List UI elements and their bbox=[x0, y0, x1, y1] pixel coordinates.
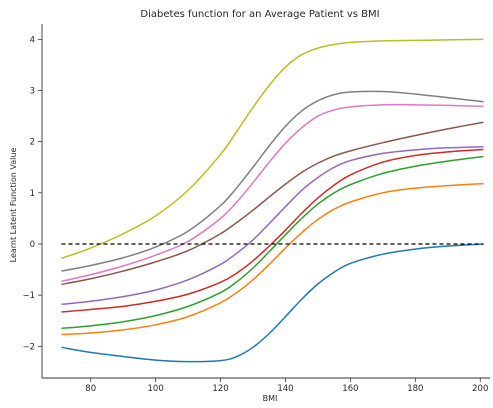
x-axis-label: BMI bbox=[263, 394, 278, 403]
x-tick-label: 100 bbox=[148, 384, 164, 394]
series-line-2 bbox=[61, 182, 484, 336]
chart-title: Diabetes function for an Average Patient… bbox=[140, 9, 379, 20]
y-tick-label: −1 bbox=[22, 291, 35, 301]
series-line-4 bbox=[61, 148, 484, 313]
x-tick-label: 80 bbox=[85, 384, 96, 394]
y-tick-label: −2 bbox=[22, 342, 35, 352]
y-tick-label: 0 bbox=[30, 240, 35, 250]
series-line-5 bbox=[61, 146, 484, 306]
series-line-9 bbox=[61, 38, 484, 259]
y-tick-label: 1 bbox=[30, 189, 35, 199]
y-tick-label: 2 bbox=[30, 138, 35, 148]
x-tick-label: 160 bbox=[342, 384, 358, 394]
x-tick-label: 180 bbox=[407, 384, 423, 394]
y-tick-label: 4 bbox=[30, 35, 35, 45]
x-tick-label: 140 bbox=[277, 384, 293, 394]
y-tick-label: 3 bbox=[30, 87, 35, 97]
axes: 80 100 120 140 160 180 200 −2 −1 0 1 2 3 4 bbox=[22, 24, 490, 394]
series-line-3 bbox=[61, 155, 484, 330]
series-line-7 bbox=[61, 103, 484, 283]
y-axis-label: Learnt Latent Function Value bbox=[9, 148, 18, 263]
series-line-1 bbox=[61, 243, 484, 363]
series-line-8 bbox=[61, 90, 484, 272]
series-lines bbox=[61, 38, 484, 363]
x-tick-label: 120 bbox=[212, 384, 228, 394]
x-tick-label: 200 bbox=[472, 384, 488, 394]
series-line-6 bbox=[61, 121, 484, 286]
